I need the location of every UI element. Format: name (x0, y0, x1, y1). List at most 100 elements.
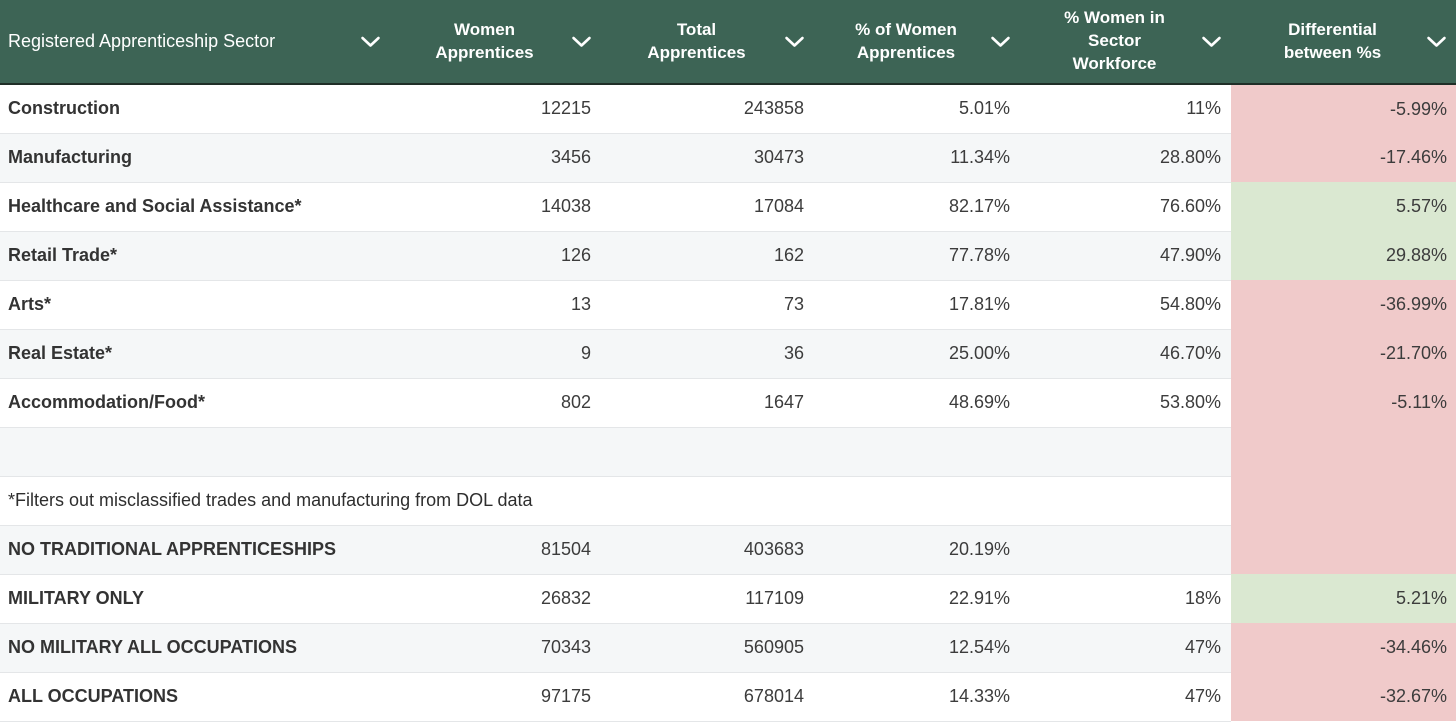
column-header-label: Differential between %s (1283, 19, 1382, 62)
table-row-real-estate: Real Estate* 9 36 25.00% 46.70% -21.70% (0, 329, 1456, 379)
cell-pct-women-workforce: 53.80% (1020, 378, 1231, 428)
cell-pct-women-apprentices: 5.01% (814, 84, 1020, 134)
column-header-pct-women-apprentices[interactable]: % of Women Apprentices (814, 0, 1020, 85)
cell-pct-women-workforce: 76.60% (1020, 182, 1231, 232)
cell-women-apprentices: 81504 (390, 525, 601, 575)
cell-differential: -17.46% (1231, 133, 1456, 182)
cell-differential: 5.21% (1231, 574, 1456, 623)
column-header-label: Registered Apprenticeship Sector (8, 31, 276, 52)
table-row-healthcare: Healthcare and Social Assistance* 14038 … (0, 182, 1456, 232)
cell-total-apprentices: 243858 (601, 84, 814, 134)
column-header-pct-women-sector-workforce[interactable]: % Women in Sector Workforce (1020, 0, 1231, 85)
cell-pct-women-apprentices: 17.81% (814, 280, 1020, 330)
cell-total-apprentices: 117109 (601, 574, 814, 624)
cell-differential: -32.67% (1231, 672, 1456, 721)
cell-pct-women-apprentices: 11.34% (814, 133, 1020, 183)
cell-total-apprentices: 17084 (601, 182, 814, 232)
cell-total-apprentices: 30473 (601, 133, 814, 183)
cell-differential: -36.99% (1231, 280, 1456, 329)
cell-total-apprentices: 162 (601, 231, 814, 281)
cell-sector: NO MILITARY ALL OCCUPATIONS (0, 623, 390, 673)
cell-total-apprentices: 560905 (601, 623, 814, 673)
table-row-empty (0, 427, 1456, 477)
table-row-arts: Arts* 13 73 17.81% 54.80% -36.99% (0, 280, 1456, 330)
cell-women-apprentices: 9 (390, 329, 601, 379)
cell-women-apprentices: 802 (390, 378, 601, 428)
cell-sector: Healthcare and Social Assistance* (0, 182, 390, 232)
cell-sector: MILITARY ONLY (0, 574, 390, 624)
table-row-all-occupations: ALL OCCUPATIONS 97175 678014 14.33% 47% … (0, 672, 1456, 722)
table-row-no-military-all-occupations: NO MILITARY ALL OCCUPATIONS 70343 560905… (0, 623, 1456, 673)
table-row-military-only: MILITARY ONLY 26832 117109 22.91% 18% 5.… (0, 574, 1456, 624)
cell-women-apprentices: 126 (390, 231, 601, 281)
column-header-label: % Women in Sector Workforce (1064, 8, 1165, 73)
column-header-total-apprentices[interactable]: Total Apprentices (601, 0, 814, 85)
header-row: Registered Apprenticeship Sector Women A… (0, 0, 1456, 85)
cell-pct-women-apprentices: 82.17% (814, 182, 1020, 232)
cell-pct-women-workforce (1020, 525, 1231, 575)
table-row-no-traditional-apprenticeships: NO TRADITIONAL APPRENTICESHIPS 81504 403… (0, 525, 1456, 575)
cell-pct-women-workforce: 11% (1020, 84, 1231, 134)
cell-differential (1231, 427, 1456, 476)
table-row-manufacturing: Manufacturing 3456 30473 11.34% 28.80% -… (0, 133, 1456, 183)
cell-differential: 29.88% (1231, 231, 1456, 280)
cell-pct-women-apprentices: 14.33% (814, 672, 1020, 722)
cell-total-apprentices: 403683 (601, 525, 814, 575)
table-header: Registered Apprenticeship Sector Women A… (0, 0, 1456, 85)
cell-pct-women-workforce: 18% (1020, 574, 1231, 624)
cell-pct-women-workforce: 54.80% (1020, 280, 1231, 330)
cell-pct-women-workforce: 47% (1020, 672, 1231, 722)
cell-pct-women-apprentices: 20.19% (814, 525, 1020, 575)
cell-pct-women-apprentices: 25.00% (814, 329, 1020, 379)
cell-pct-women-apprentices: 22.91% (814, 574, 1020, 624)
cell-pct-women-workforce: 47% (1020, 623, 1231, 673)
chevron-down-icon[interactable] (784, 36, 805, 48)
chevron-down-icon[interactable] (571, 36, 592, 48)
footnote-text: *Filters out misclassified trades and ma… (0, 476, 1231, 526)
cell-pct-women-apprentices: 77.78% (814, 231, 1020, 281)
table-row-accommodation-food: Accommodation/Food* 802 1647 48.69% 53.8… (0, 378, 1456, 428)
cell-sector: NO TRADITIONAL APPRENTICESHIPS (0, 525, 390, 575)
cell-total-apprentices: 1647 (601, 378, 814, 428)
column-header-differential[interactable]: Differential between %s (1231, 0, 1456, 85)
cell-total-apprentices: 73 (601, 280, 814, 330)
column-header-label: % of Women Apprentices (855, 19, 957, 62)
table-row-construction: Construction 12215 243858 5.01% 11% -5.9… (0, 84, 1456, 134)
table-row-retail-trade: Retail Trade* 126 162 77.78% 47.90% 29.8… (0, 231, 1456, 281)
cell-women-apprentices: 26832 (390, 574, 601, 624)
column-header-women-apprentices[interactable]: Women Apprentices (390, 0, 601, 85)
table-body: Construction 12215 243858 5.01% 11% -5.9… (0, 84, 1456, 722)
cell-differential (1231, 476, 1456, 525)
table-row-footnote: *Filters out misclassified trades and ma… (0, 476, 1456, 526)
cell-women-apprentices: 97175 (390, 672, 601, 722)
chevron-down-icon[interactable] (990, 36, 1011, 48)
cell-pct-women-workforce: 28.80% (1020, 133, 1231, 183)
empty-cell (0, 427, 1231, 477)
cell-women-apprentices: 13 (390, 280, 601, 330)
cell-total-apprentices: 36 (601, 329, 814, 379)
cell-sector: ALL OCCUPATIONS (0, 672, 390, 722)
cell-differential: -21.70% (1231, 329, 1456, 378)
column-header-label: Total Apprentices (647, 19, 746, 62)
cell-sector: Manufacturing (0, 133, 390, 183)
cell-differential: -34.46% (1231, 623, 1456, 672)
cell-women-apprentices: 70343 (390, 623, 601, 673)
cell-pct-women-apprentices: 12.54% (814, 623, 1020, 673)
chevron-down-icon[interactable] (1201, 36, 1222, 48)
cell-pct-women-apprentices: 48.69% (814, 378, 1020, 428)
cell-sector: Construction (0, 84, 390, 134)
cell-sector: Retail Trade* (0, 231, 390, 281)
chevron-down-icon[interactable] (1426, 36, 1447, 48)
cell-women-apprentices: 14038 (390, 182, 601, 232)
cell-differential: -5.99% (1231, 84, 1456, 133)
cell-women-apprentices: 12215 (390, 84, 601, 134)
cell-pct-women-workforce: 47.90% (1020, 231, 1231, 281)
chevron-down-icon[interactable] (360, 36, 381, 48)
column-header-sector[interactable]: Registered Apprenticeship Sector (0, 0, 390, 85)
cell-differential: -5.11% (1231, 378, 1456, 427)
cell-women-apprentices: 3456 (390, 133, 601, 183)
cell-pct-women-workforce: 46.70% (1020, 329, 1231, 379)
cell-sector: Arts* (0, 280, 390, 330)
